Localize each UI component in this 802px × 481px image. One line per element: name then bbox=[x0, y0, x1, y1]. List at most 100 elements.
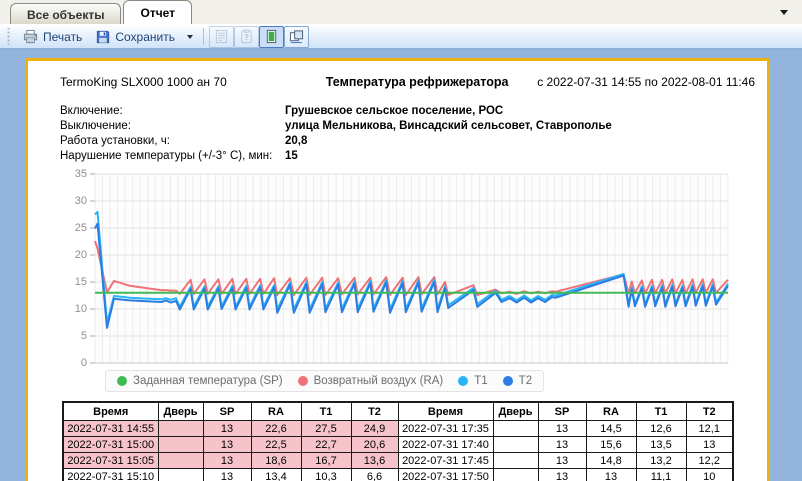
table-cell: 13,4 bbox=[251, 469, 301, 481]
chart-legend: Заданная температура (SP) Возвратный возд… bbox=[105, 370, 544, 392]
table-cell: 2022-07-31 15:00 bbox=[63, 437, 158, 453]
report-header: TermoKing SLX000 1000 ан 70 Температура … bbox=[60, 75, 755, 89]
table-cell: 20,6 bbox=[351, 437, 398, 453]
tab-all-objects[interactable]: Все объекты bbox=[10, 3, 121, 24]
table-header-cell: T1 bbox=[636, 402, 686, 421]
table-header-cell: SP bbox=[203, 402, 251, 421]
table-cell: 13 bbox=[203, 453, 251, 469]
table-cell: 12,2 bbox=[686, 453, 733, 469]
table-cell: 12,1 bbox=[686, 421, 733, 437]
table-cell bbox=[158, 437, 203, 453]
legend-dot-icon bbox=[117, 376, 127, 386]
info-label: Включение: bbox=[60, 104, 285, 119]
table-cell: 13 bbox=[203, 421, 251, 437]
table-cell: 13,2 bbox=[636, 453, 686, 469]
info-label: Нарушение температуры (+/-3° С), мин: bbox=[60, 149, 285, 164]
report-page: TermoKing SLX000 1000 ан 70 Температура … bbox=[25, 58, 770, 481]
legend-dot-icon bbox=[503, 376, 513, 386]
single-page-view-icon bbox=[264, 29, 279, 44]
chart-plot-area bbox=[95, 174, 728, 363]
y-axis-tick-label: 30 bbox=[28, 195, 87, 207]
print-button[interactable]: Печать bbox=[16, 26, 89, 48]
table-cell: 12,6 bbox=[636, 421, 686, 437]
device-name: TermoKing SLX000 1000 ан 70 bbox=[60, 75, 305, 89]
y-axis-tick-label: 25 bbox=[28, 222, 87, 234]
table-header-row: ВремяДверьSPRAT1T2ВремяДверьSPRAT1T2 bbox=[63, 402, 733, 421]
table-cell: 22,7 bbox=[301, 437, 351, 453]
svg-text:?: ? bbox=[244, 33, 249, 42]
legend-label: T1 bbox=[474, 375, 487, 387]
table-cell: 13,6 bbox=[351, 453, 398, 469]
table-cell: 14,8 bbox=[586, 453, 636, 469]
table-cell: 22,6 bbox=[251, 421, 301, 437]
tab-overflow-button[interactable] bbox=[778, 6, 790, 18]
legend-label: Заданная температура (SP) bbox=[133, 375, 283, 387]
table-cell: 13,5 bbox=[636, 437, 686, 453]
report-page-icon bbox=[214, 29, 229, 44]
legend-item: Заданная температура (SP) bbox=[117, 375, 283, 387]
legend-item: Возвратный воздух (RA) bbox=[298, 375, 444, 387]
table-header-cell: RA bbox=[251, 402, 301, 421]
table-cell: 13 bbox=[203, 437, 251, 453]
legend-label: T2 bbox=[519, 375, 532, 387]
table-cell: 13 bbox=[203, 469, 251, 481]
table-row: 2022-07-31 14:551322,627,524,92022-07-31… bbox=[63, 421, 733, 437]
single-page-view-toggle[interactable] bbox=[259, 26, 284, 48]
table-row: 2022-07-31 15:10 1313,410,36,62022-07-31 … bbox=[63, 469, 733, 481]
chevron-down-icon bbox=[187, 35, 193, 42]
toolbar: Печать Сохранить ? bbox=[0, 25, 802, 50]
report-period: с 2022-07-31 14:55 по 2022-08-01 11:46 bbox=[537, 75, 755, 89]
table-cell bbox=[158, 453, 203, 469]
table-cell: 2022-07-31 15:10 bbox=[63, 469, 158, 481]
save-dropdown-button[interactable] bbox=[182, 26, 198, 48]
table-header-cell: Дверь bbox=[158, 402, 203, 421]
table-cell bbox=[493, 469, 538, 481]
table-cell: 2022-07-31 17:50 bbox=[398, 469, 493, 481]
report-workspace: TermoKing SLX000 1000 ан 70 Температура … bbox=[0, 50, 802, 481]
temperature-chart bbox=[95, 174, 728, 363]
table-cell: 27,5 bbox=[301, 421, 351, 437]
table-cell: 13 bbox=[538, 421, 586, 437]
info-label: Работа установки, ч: bbox=[60, 134, 285, 149]
table-header-cell: T2 bbox=[686, 402, 733, 421]
table-cell: 13 bbox=[686, 437, 733, 453]
y-axis-tick-label: 35 bbox=[28, 168, 87, 180]
table-body: 2022-07-31 14:551322,627,524,92022-07-31… bbox=[63, 421, 733, 481]
chart-container: 05101520253035 bbox=[28, 174, 767, 363]
table-cell: 2022-07-31 17:35 bbox=[398, 421, 493, 437]
tab-report[interactable]: Отчет bbox=[123, 0, 192, 24]
table-cell: 6,6 bbox=[351, 469, 398, 481]
help-button[interactable]: ? bbox=[234, 26, 259, 48]
table-cell bbox=[158, 421, 203, 437]
legend-dot-icon bbox=[298, 376, 308, 386]
table-cell: 10 bbox=[686, 469, 733, 481]
table-cell: 13 bbox=[538, 437, 586, 453]
table-cell bbox=[493, 421, 538, 437]
table-cell bbox=[158, 469, 203, 481]
toolbar-grip[interactable] bbox=[6, 28, 11, 45]
table-cell: 18,6 bbox=[251, 453, 301, 469]
table-header-cell: Время bbox=[63, 402, 158, 421]
two-page-view-toggle[interactable] bbox=[284, 26, 309, 48]
y-axis-tick-label: 15 bbox=[28, 276, 87, 288]
info-value: улица Мельникова, Винсадский сельсовет, … bbox=[285, 119, 612, 134]
y-axis-tick-label: 5 bbox=[28, 330, 87, 342]
table-cell: 10,3 bbox=[301, 469, 351, 481]
info-row: Включение:Грушевское сельское поселение,… bbox=[60, 104, 767, 119]
report-settings-button[interactable] bbox=[209, 26, 234, 48]
chevron-down-icon bbox=[780, 10, 788, 19]
floppy-disk-icon bbox=[96, 30, 110, 44]
info-label: Выключение: bbox=[60, 119, 285, 134]
table-cell bbox=[493, 453, 538, 469]
info-value: 15 bbox=[285, 149, 298, 164]
table-cell: 14,5 bbox=[586, 421, 636, 437]
legend-dot-icon bbox=[458, 376, 468, 386]
table-row: 2022-07-31 15:001322,522,720,62022-07-31… bbox=[63, 437, 733, 453]
save-button[interactable]: Сохранить bbox=[89, 26, 182, 48]
y-axis-tick-label: 0 bbox=[28, 357, 87, 369]
table-cell: 15,6 bbox=[586, 437, 636, 453]
legend-item: T1 bbox=[458, 375, 487, 387]
save-button-label: Сохранить bbox=[115, 30, 175, 44]
two-page-view-icon bbox=[289, 29, 304, 44]
table-cell: 16,7 bbox=[301, 453, 351, 469]
